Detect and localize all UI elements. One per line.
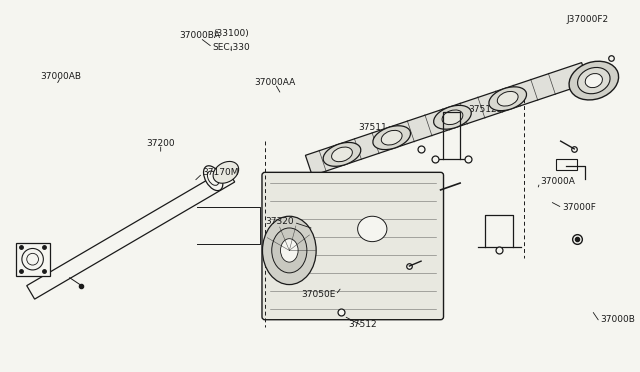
Text: 37000BA: 37000BA: [180, 31, 221, 40]
Ellipse shape: [207, 171, 219, 185]
Ellipse shape: [577, 67, 610, 94]
Ellipse shape: [323, 142, 361, 166]
Text: 37000AA: 37000AA: [254, 78, 296, 87]
Ellipse shape: [489, 87, 527, 110]
Polygon shape: [556, 159, 577, 170]
Text: SEC.330: SEC.330: [212, 42, 250, 52]
Text: 37050E: 37050E: [301, 290, 335, 299]
Text: 37170M: 37170M: [202, 168, 239, 177]
Ellipse shape: [262, 216, 316, 285]
Ellipse shape: [442, 110, 463, 125]
Text: 37512B: 37512B: [468, 105, 504, 113]
Ellipse shape: [332, 147, 353, 162]
Polygon shape: [16, 243, 50, 276]
Text: 37511: 37511: [358, 123, 387, 132]
Ellipse shape: [373, 126, 410, 150]
Ellipse shape: [585, 74, 602, 88]
Text: 37000B: 37000B: [600, 315, 635, 324]
Text: 37320: 37320: [265, 217, 294, 226]
Ellipse shape: [358, 216, 387, 242]
Ellipse shape: [434, 105, 471, 129]
Ellipse shape: [280, 239, 298, 262]
Text: 37000AB: 37000AB: [40, 72, 81, 81]
Text: J37000F2: J37000F2: [566, 15, 609, 24]
Ellipse shape: [497, 92, 518, 106]
Polygon shape: [305, 62, 588, 176]
Ellipse shape: [213, 161, 239, 183]
Ellipse shape: [27, 253, 38, 265]
Ellipse shape: [22, 248, 44, 270]
FancyBboxPatch shape: [262, 172, 444, 320]
Ellipse shape: [204, 166, 223, 190]
Ellipse shape: [272, 228, 307, 273]
Ellipse shape: [569, 61, 619, 100]
Text: (33100): (33100): [213, 29, 249, 38]
Ellipse shape: [381, 130, 402, 145]
Text: 37512: 37512: [348, 320, 377, 329]
Text: 37000F: 37000F: [563, 203, 596, 212]
Text: 37200: 37200: [147, 139, 175, 148]
Text: 37000A: 37000A: [540, 177, 575, 186]
